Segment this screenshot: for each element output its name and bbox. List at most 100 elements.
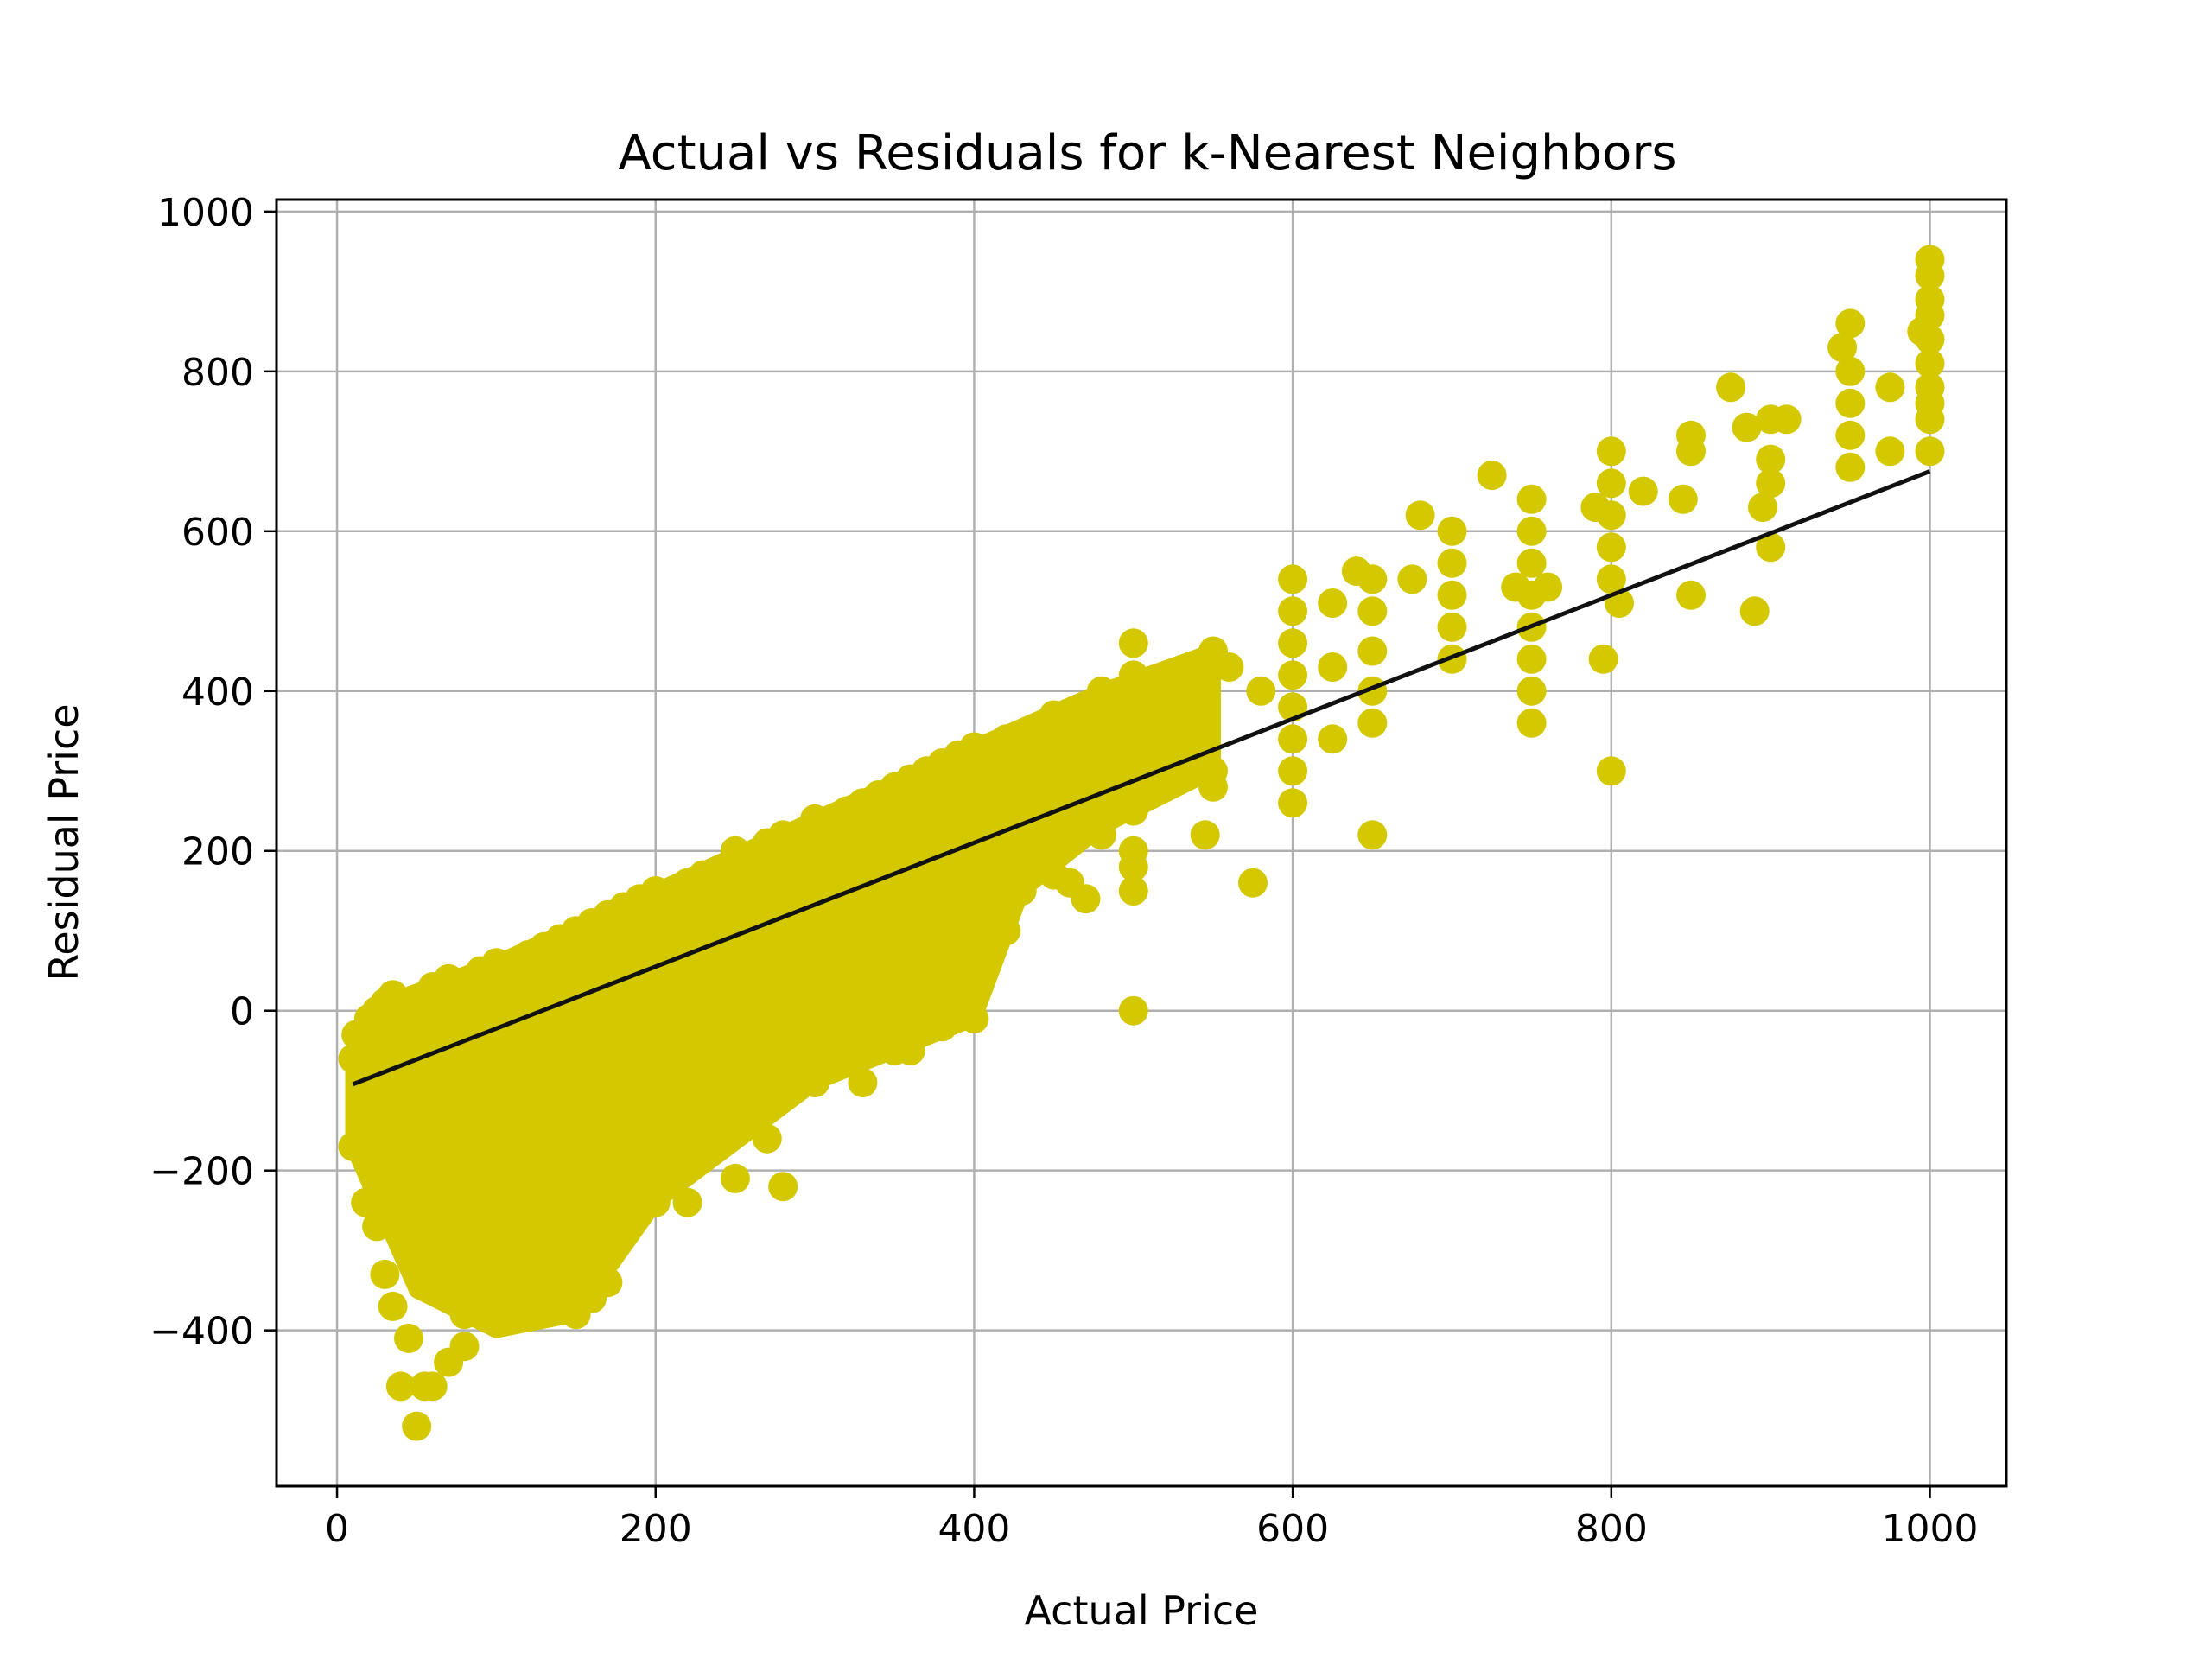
plot-frame [275,198,2008,1488]
data-point [545,1236,575,1266]
data-point [1357,708,1388,738]
data-point [1278,660,1308,690]
data-point [1739,596,1770,626]
data-point [1835,308,1866,339]
data-point [385,1371,416,1402]
data-point [736,1076,766,1106]
data-point [1915,404,1945,435]
data-point [927,1012,957,1042]
data-point [1732,412,1762,442]
data-point [1516,548,1547,578]
data-point [1835,356,1866,386]
data-point [1915,324,1945,354]
fit-line-group [352,469,1931,1087]
data-point [1118,876,1148,906]
data-point [425,1236,455,1266]
data-point [1596,756,1626,786]
fit-line [352,469,1931,1087]
data-point [1357,636,1388,666]
x-axis: 0 200 400 600 800 1000 [325,1486,1979,1551]
data-point [497,963,527,994]
data-point [1835,388,1866,418]
data-point [1118,852,1148,882]
data-point [1166,700,1197,730]
y-tick-label: 0 [230,990,254,1034]
chart-title: Actual vs Residuals for k-Nearest Neighb… [618,125,1676,181]
data-point [1086,676,1116,706]
data-point [449,1332,480,1362]
data-point [1588,644,1618,674]
data-point [1071,884,1101,914]
data-point [1827,333,1858,363]
data-point [640,1187,671,1217]
data-point [784,1044,814,1074]
data-point [1771,404,1802,435]
data-point [832,1044,861,1074]
data-point [1516,516,1547,546]
y-tick-label: 800 [181,351,254,395]
data-point [1533,572,1563,602]
data-point [1835,452,1866,482]
y-tick-label: −400 [149,1310,254,1354]
data-point [1915,436,1945,467]
data-point [1915,348,1945,378]
data-point [449,980,480,1010]
data-point [417,1371,448,1402]
data-point [1437,612,1467,642]
y-tick-label: −200 [149,1150,254,1194]
data-point [1278,628,1308,658]
data-point [1516,676,1547,706]
data-point [1716,372,1746,403]
data-point [1357,596,1388,626]
data-point [1190,820,1220,850]
data-point [1748,493,1777,523]
data-point [1238,868,1268,898]
data-point [1437,580,1467,610]
data-point [1118,995,1148,1026]
y-tick-label: 1000 [157,191,254,235]
data-point [394,1076,423,1106]
data-point [1628,476,1658,506]
data-point [848,1068,878,1097]
data-point [385,1044,416,1074]
data-point [1405,500,1435,531]
data-point [529,1195,559,1225]
x-tick-label: 600 [1256,1507,1329,1551]
data-point [1318,652,1348,682]
data-point [768,820,798,850]
data-point [1875,372,1905,403]
data-point [378,1291,408,1321]
data-point [370,1140,400,1170]
data-point [1596,532,1626,563]
data-point [1835,420,1866,450]
data-point [402,1411,432,1441]
x-tick-label: 200 [620,1507,692,1551]
data-point [689,1091,718,1122]
data-point [1118,628,1148,658]
data-point [410,1155,440,1185]
data-point [1756,468,1786,499]
y-tick-label: 600 [181,511,254,555]
x-tick-label: 800 [1575,1507,1648,1551]
data-point [991,916,1021,946]
data-point [1437,516,1467,546]
data-point [1023,836,1053,866]
data-point [417,1195,448,1225]
data-point [1150,676,1180,706]
data-point [1278,724,1308,754]
data-point [1135,716,1165,746]
data-point [1118,692,1148,722]
data-point [1676,580,1706,610]
data-point [466,1251,495,1281]
data-point [1318,588,1348,618]
data-point [370,1259,400,1289]
data-point [1915,260,1945,290]
data-point [1756,532,1786,563]
y-axis-label: Residual Price [41,703,87,981]
data-point [338,1044,368,1074]
data-point [1007,876,1037,906]
data-point [1118,660,1148,690]
data-point [1596,436,1626,467]
data-point [1676,436,1706,467]
data-point [338,1131,368,1161]
